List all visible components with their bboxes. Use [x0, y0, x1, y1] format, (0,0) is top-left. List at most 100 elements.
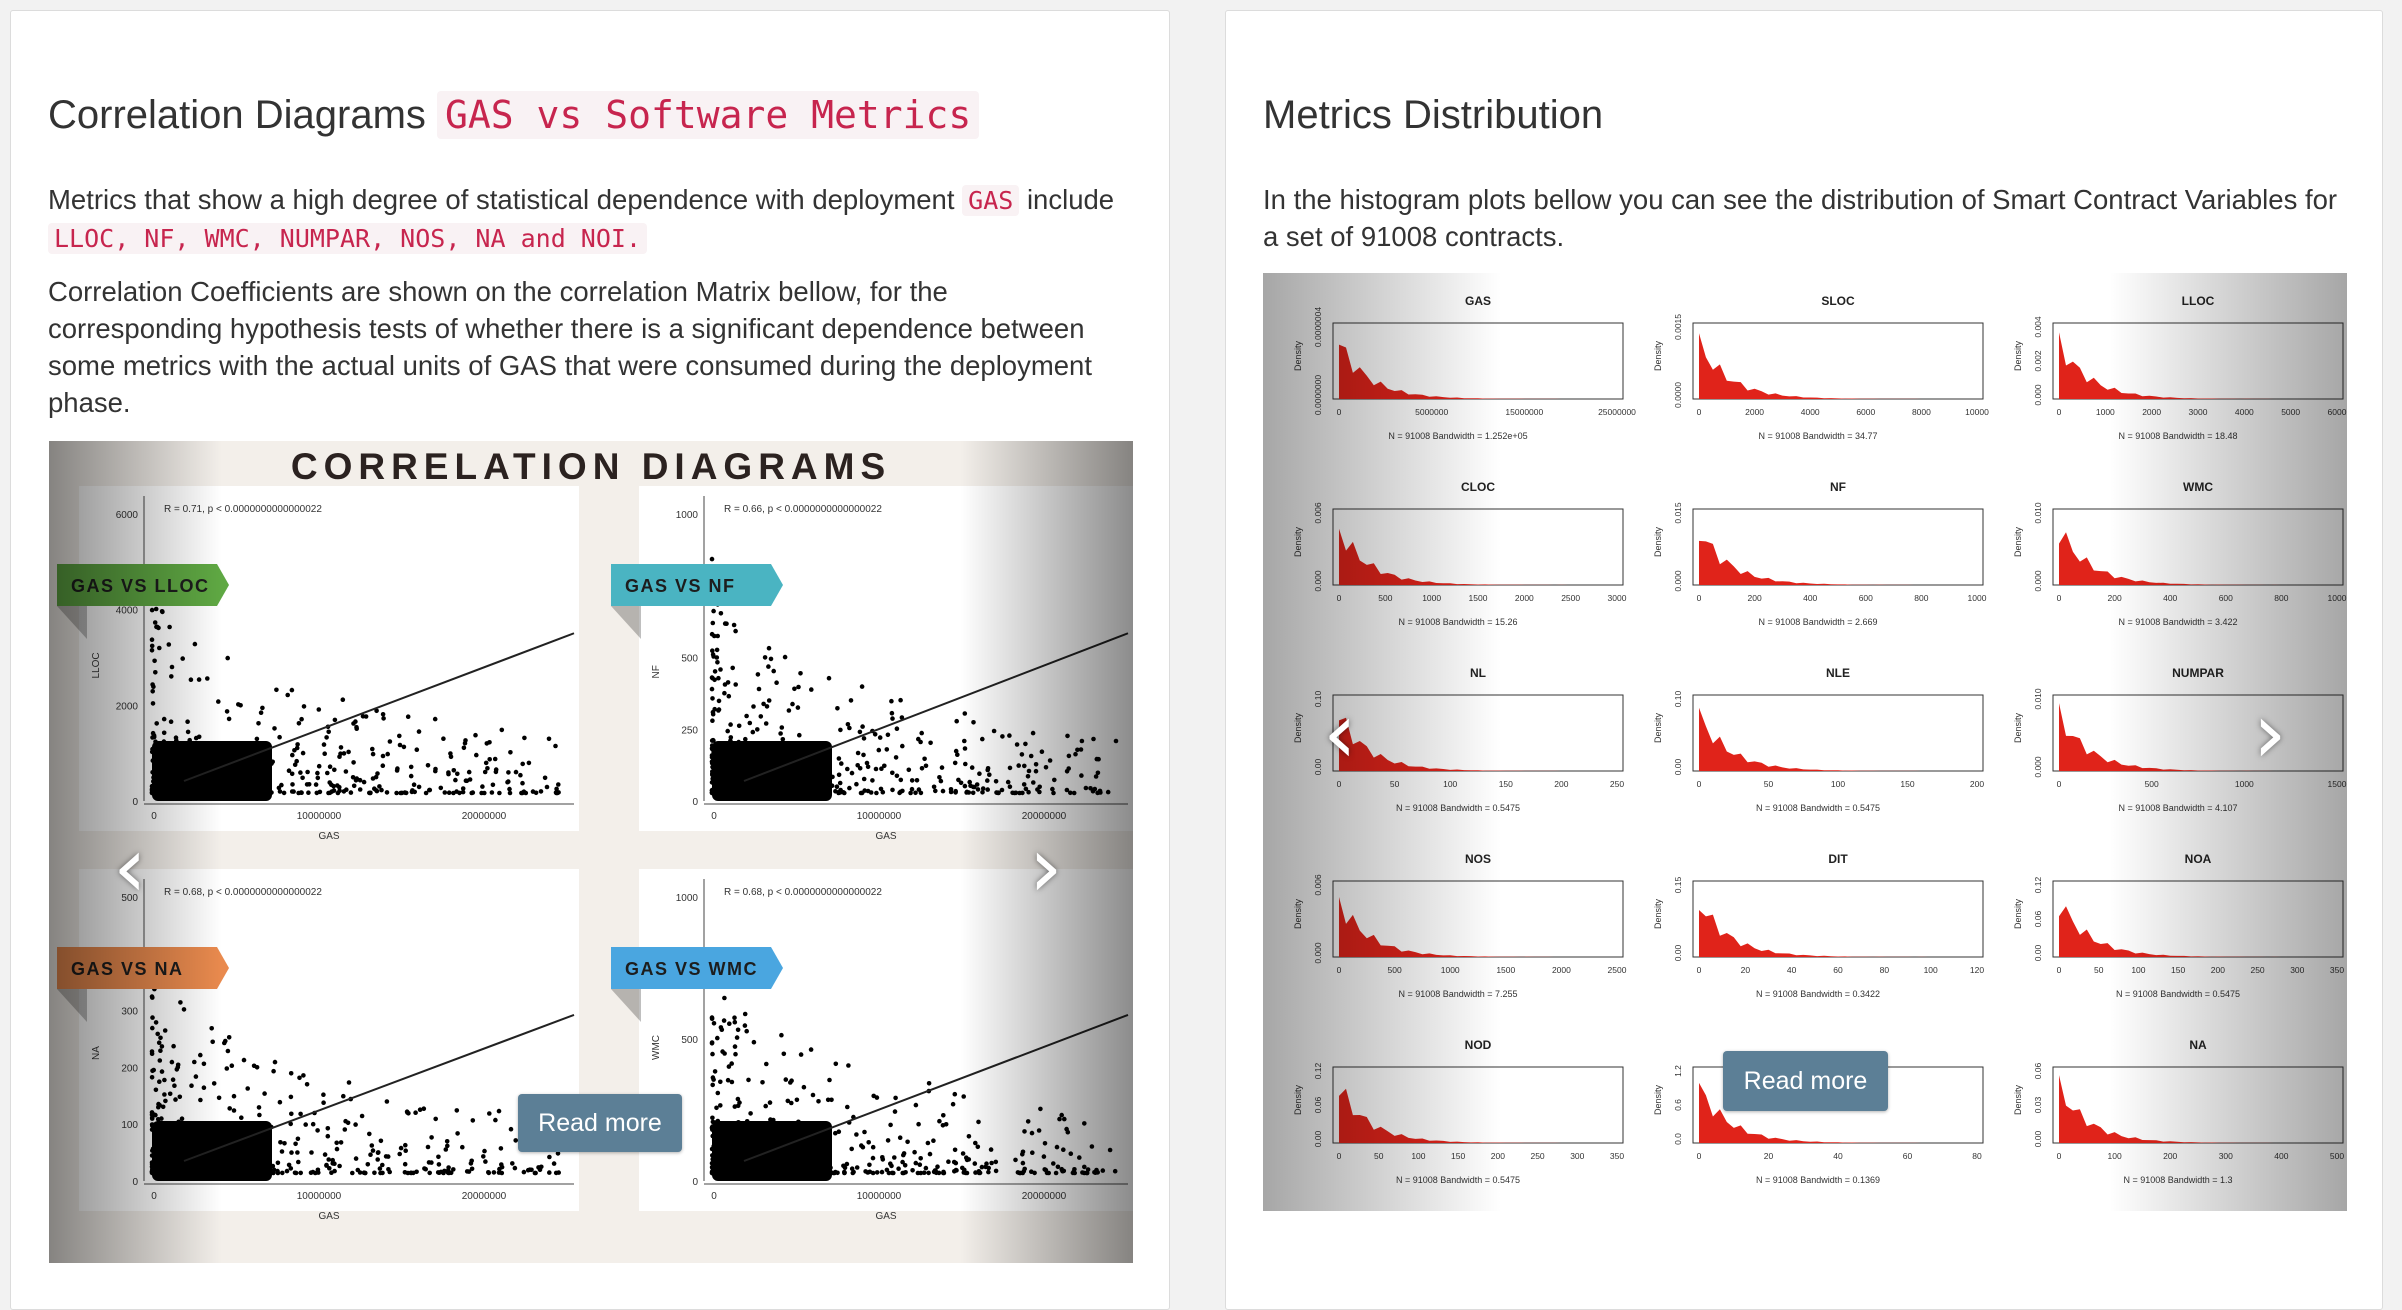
- scatter-point: [372, 1170, 377, 1176]
- scatter-point: [397, 733, 402, 739]
- scatter-point: [735, 1134, 741, 1139]
- scatter-point: [253, 779, 259, 785]
- scatter-point: [845, 722, 851, 727]
- scatter-point: [718, 784, 724, 789]
- read-more-button[interactable]: Read more: [518, 1094, 682, 1152]
- y-axis-label: Density: [1293, 712, 1303, 743]
- scatter-point: [203, 779, 208, 785]
- chevron-left-icon[interactable]: ‹: [113, 818, 147, 916]
- x-tick-label: 250: [1530, 1151, 1544, 1161]
- scatter-point: [795, 705, 801, 710]
- scatter-point: [1020, 1160, 1026, 1166]
- scatter-point: [1079, 738, 1085, 744]
- scatter-point: [238, 788, 244, 794]
- scatter-point: [849, 1166, 855, 1171]
- scatter-point: [755, 727, 760, 732]
- x-tick-label: 2000: [1745, 407, 1764, 417]
- scatter-point: [291, 789, 296, 794]
- scatter-point: [714, 1105, 719, 1111]
- y-tick-label: 0.12: [2033, 876, 2043, 893]
- chevron-left-icon[interactable]: ‹: [1323, 684, 1357, 782]
- scatter-point: [556, 782, 561, 787]
- scatter-point: [316, 707, 322, 712]
- scatter-point: [224, 1148, 229, 1153]
- scatter-point: [262, 776, 268, 782]
- scatter-point: [521, 1169, 527, 1175]
- scatter-point: [245, 757, 250, 763]
- scatter-point: [736, 1161, 742, 1167]
- scatter-point: [910, 1168, 915, 1173]
- x-tick-label: 100: [2108, 1151, 2122, 1161]
- density-area: [1699, 540, 1977, 585]
- scatter-point: [416, 784, 422, 790]
- scatter-point: [289, 1111, 294, 1117]
- scatter-panel: R = 0.71, p < 0.0000000000000022 6000 4000…: [57, 486, 579, 842]
- ribbon-label: [611, 564, 783, 606]
- scatter-point: [764, 790, 769, 796]
- scatter-point: [710, 718, 715, 723]
- scatter-point: [846, 1063, 851, 1068]
- scatter-point: [719, 788, 724, 793]
- y-tick-label: 0.015: [1673, 502, 1683, 524]
- scatter-point: [845, 766, 850, 772]
- scatter-point: [289, 687, 295, 693]
- scatter-point: [882, 763, 887, 769]
- scatter-point: [520, 761, 525, 767]
- scatter-point: [788, 1080, 793, 1085]
- scatter-point: [357, 777, 363, 783]
- y-tick-label: 0.06: [2033, 1062, 2043, 1079]
- scatter-point: [460, 789, 466, 795]
- scatter-point: [859, 1143, 864, 1148]
- scatter-point: [219, 779, 224, 784]
- scatter-point: [952, 760, 958, 766]
- scatter-point: [736, 1120, 741, 1125]
- scatter-point: [166, 778, 172, 783]
- scatter-point: [794, 782, 799, 788]
- scatter-point: [150, 995, 155, 1000]
- y-tick-label: 0.15: [1673, 876, 1683, 893]
- scatter-point: [743, 736, 748, 742]
- scatter-point: [764, 1061, 769, 1067]
- scatter-point: [752, 1167, 758, 1172]
- scatter-point: [374, 788, 379, 793]
- density-area: [1339, 528, 1617, 585]
- scatter-point: [1073, 751, 1078, 757]
- scatter-point: [216, 699, 221, 704]
- chevron-right-icon[interactable]: ›: [1029, 818, 1063, 916]
- scatter-point: [490, 782, 496, 788]
- y-tick-label: 0.0000004: [1313, 307, 1323, 347]
- scatter-point: [298, 770, 303, 775]
- y-tick-label: 0.010: [2033, 502, 2043, 524]
- scatter-point: [423, 790, 429, 796]
- scatter-point: [1094, 1167, 1099, 1173]
- x-tick-label: 800: [2274, 593, 2288, 603]
- scatter-point: [747, 1124, 752, 1130]
- scatter-point: [272, 726, 277, 731]
- scatter-point: [353, 778, 359, 783]
- scatter-point: [710, 620, 716, 626]
- x-tick-label: 4000: [2235, 407, 2254, 417]
- correlation-carousel[interactable]: CORRELATION DIAGRAMS R = 0.71, p < 0.0000…: [49, 441, 1133, 1263]
- scatter-point: [218, 1137, 223, 1142]
- scatter-point: [716, 1154, 721, 1160]
- scatter-point: [714, 1139, 720, 1144]
- scatter-point: [988, 1147, 994, 1152]
- x-tick-label: 150: [1900, 779, 1914, 789]
- scatter-point: [826, 1164, 831, 1170]
- chevron-right-icon[interactable]: ›: [2253, 684, 2287, 782]
- scatter-point: [729, 1079, 735, 1085]
- scatter-point: [766, 698, 772, 703]
- histogram-carousel[interactable]: GAS Density 0.0000000 0.0000004 0 5000000 1500…: [1263, 273, 2347, 1211]
- scatter-point: [380, 763, 386, 768]
- scatter-point: [304, 1082, 310, 1087]
- scatter-point: [732, 1044, 738, 1049]
- scatter-point: [721, 1018, 727, 1023]
- scatter-point: [751, 1039, 757, 1045]
- scatter-point: [744, 1028, 749, 1034]
- scatter-point: [836, 1129, 842, 1134]
- scatter-point: [836, 756, 842, 761]
- read-more-button[interactable]: Read more: [1723, 1051, 1888, 1111]
- scatter-point: [1030, 730, 1036, 736]
- scatter-point: [214, 755, 219, 760]
- scatter-point: [709, 686, 715, 692]
